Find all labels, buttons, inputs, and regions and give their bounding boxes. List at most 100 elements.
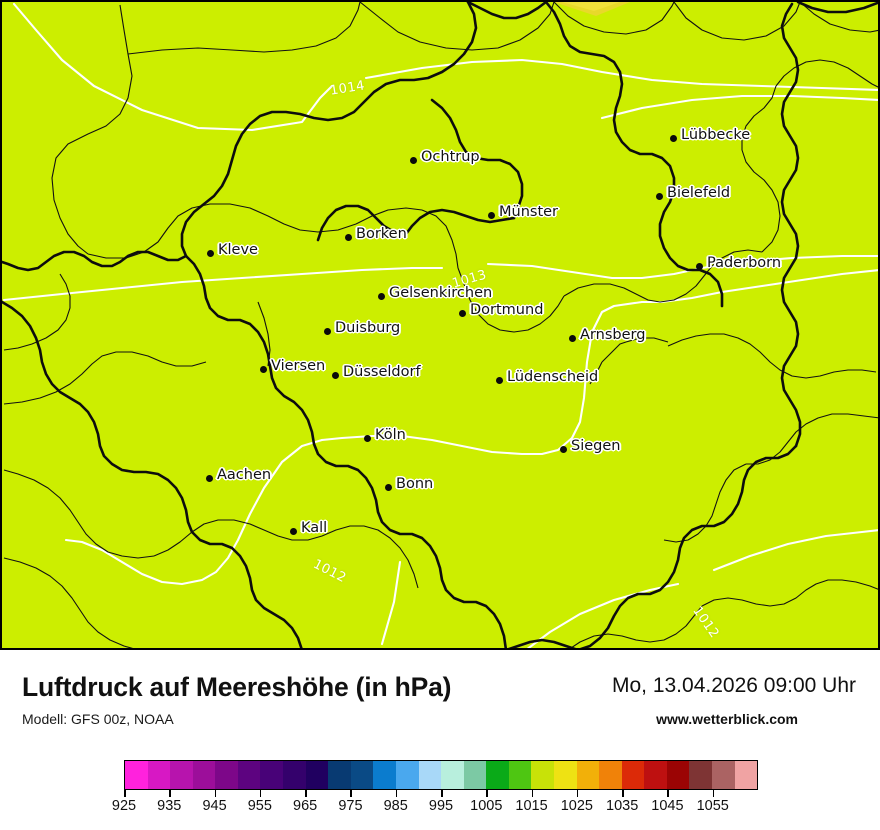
- colorbar-swatch: [192, 761, 216, 789]
- colorbar-tick-label: 985: [383, 798, 408, 814]
- model-subtitle: Modell: GFS 00z, NOAA: [22, 711, 174, 727]
- isobar-ne-fragment: [600, 94, 878, 120]
- city-label: Viersen: [271, 358, 326, 374]
- colorbar-tick-label: 945: [202, 798, 227, 814]
- colorbar-swatch: [125, 761, 148, 789]
- country-borders: [2, 2, 878, 648]
- colorbar-tick-label: 935: [157, 798, 182, 814]
- colorbar-swatch: [350, 761, 374, 789]
- colorbar-tick: [214, 790, 217, 797]
- colorbar-tick: [531, 790, 534, 797]
- city-dot: [364, 435, 371, 442]
- city-label: Duisburg: [335, 320, 401, 336]
- colorbar-tick-label: 955: [247, 798, 272, 814]
- city-label: Kleve: [218, 242, 258, 258]
- city-dot: [324, 328, 331, 335]
- city-label: Aachen: [217, 467, 272, 483]
- city-label: Köln: [375, 427, 406, 443]
- city-dot: [670, 135, 677, 142]
- colorbar-tick-label: 1025: [560, 798, 593, 814]
- footer: Luftdruck auf Meereshöhe (in hPa) Modell…: [0, 650, 880, 830]
- colorbar-swatch: [531, 761, 554, 789]
- city-dot: [207, 250, 214, 257]
- website-label: www.wetterblick.com: [656, 711, 798, 727]
- colorbar-tick: [395, 790, 398, 797]
- colorbar-tick: [441, 790, 443, 797]
- city-label: Siegen: [571, 438, 621, 454]
- isobar-1012-a: [640, 269, 878, 304]
- city-label: Paderborn: [707, 255, 782, 271]
- city-dot: [345, 234, 352, 241]
- city-dot: [656, 193, 663, 200]
- isobar-1012-c: [320, 434, 524, 456]
- colorbar-tick: [622, 790, 624, 797]
- city-label: Arnsberg: [580, 327, 646, 343]
- colorbar-swatch: [712, 761, 735, 789]
- colorbar-tick: [576, 790, 579, 797]
- regional-borders: [3, 2, 878, 648]
- city-dot: [496, 377, 503, 384]
- city-dot: [206, 475, 213, 482]
- city-dot: [560, 446, 567, 453]
- city-label: Bonn: [396, 476, 434, 492]
- pressure-fill-wedge: [554, 2, 630, 16]
- colorbar-swatch: [215, 761, 238, 789]
- colorbar-swatch: [441, 761, 464, 789]
- colorbar-tick: [350, 790, 352, 797]
- colorbar-tick: [259, 790, 262, 797]
- colorbar-tick-labels: 925 935 945 955 965 975 985 995 1005 1015 1025 1035…: [112, 798, 758, 818]
- colorbar-swatch: [576, 761, 600, 789]
- colorbar-swatch: [553, 761, 577, 789]
- city-dot: [569, 335, 576, 342]
- colorbar-swatch: [689, 761, 713, 789]
- city-label: Düsseldorf: [343, 364, 421, 380]
- colorbar-tick-label: 1055: [696, 798, 729, 814]
- isobar-1012-e: [526, 582, 680, 648]
- city-dot: [488, 212, 495, 219]
- colorbar-swatch: [666, 761, 690, 789]
- colorbar-tick: [486, 790, 488, 797]
- city-label: Münster: [499, 204, 559, 220]
- colorbar-tick-label: 995: [428, 798, 454, 814]
- colorbar-tick-label: 1035: [606, 798, 639, 814]
- pressure-map[interactable]: 1014 1013 1012 1012 Lübbecke Ochtrup Bie…: [0, 0, 880, 650]
- city-label: Dortmund: [470, 302, 544, 318]
- city-label: Lübbecke: [681, 127, 751, 143]
- colorbar-ticks: [124, 790, 758, 798]
- colorbar-tick-label: 975: [338, 798, 363, 814]
- colorbar-swatch: [486, 761, 509, 789]
- isobar-1013-left: [2, 266, 444, 302]
- city-dot: [378, 293, 385, 300]
- colorbar-swatch: [260, 761, 284, 789]
- isobar-1013-right: [486, 254, 878, 280]
- colorbar-swatch: [734, 761, 758, 789]
- colorbar-swatch: [305, 761, 329, 789]
- colorbar-swatch: [147, 761, 171, 789]
- colorbar-swatch: [508, 761, 532, 789]
- pressure-legend: 925 935 945 955 965 975 985 995 1005 1015 1025 1035…: [112, 760, 758, 814]
- city-label: Gelsenkirchen: [389, 285, 493, 301]
- colorbar-swatch: [283, 761, 306, 789]
- city-label: Ochtrup: [421, 149, 480, 165]
- colorbar-tick-label: 1005: [470, 798, 503, 814]
- map-vector-layer: [2, 2, 878, 648]
- colorbar-tick-label: 965: [293, 798, 318, 814]
- forecast-datetime: Mo, 13.04.2026 09:00 Uhr: [611, 674, 856, 697]
- city-dot: [410, 157, 417, 164]
- colorbar-tick: [667, 790, 669, 797]
- colorbar-tick-label: 1015: [515, 798, 548, 814]
- city-dot: [260, 366, 267, 373]
- city-label: Lüdenscheid: [507, 369, 599, 385]
- colorbar-tick-label: 925: [111, 798, 137, 814]
- city-dot: [696, 263, 703, 270]
- colorbar-swatch: [599, 761, 622, 789]
- city-label: Kall: [301, 520, 328, 536]
- page-title: Luftdruck auf Meereshöhe (in hPa): [22, 672, 452, 702]
- colorbar-swatch: [463, 761, 487, 789]
- isobar-1012-d: [64, 438, 324, 586]
- isobar-lines: [2, 2, 878, 648]
- colorbar-swatch: [395, 761, 419, 789]
- colorbar-swatch: [621, 761, 645, 789]
- colorbar-tick: [712, 790, 715, 797]
